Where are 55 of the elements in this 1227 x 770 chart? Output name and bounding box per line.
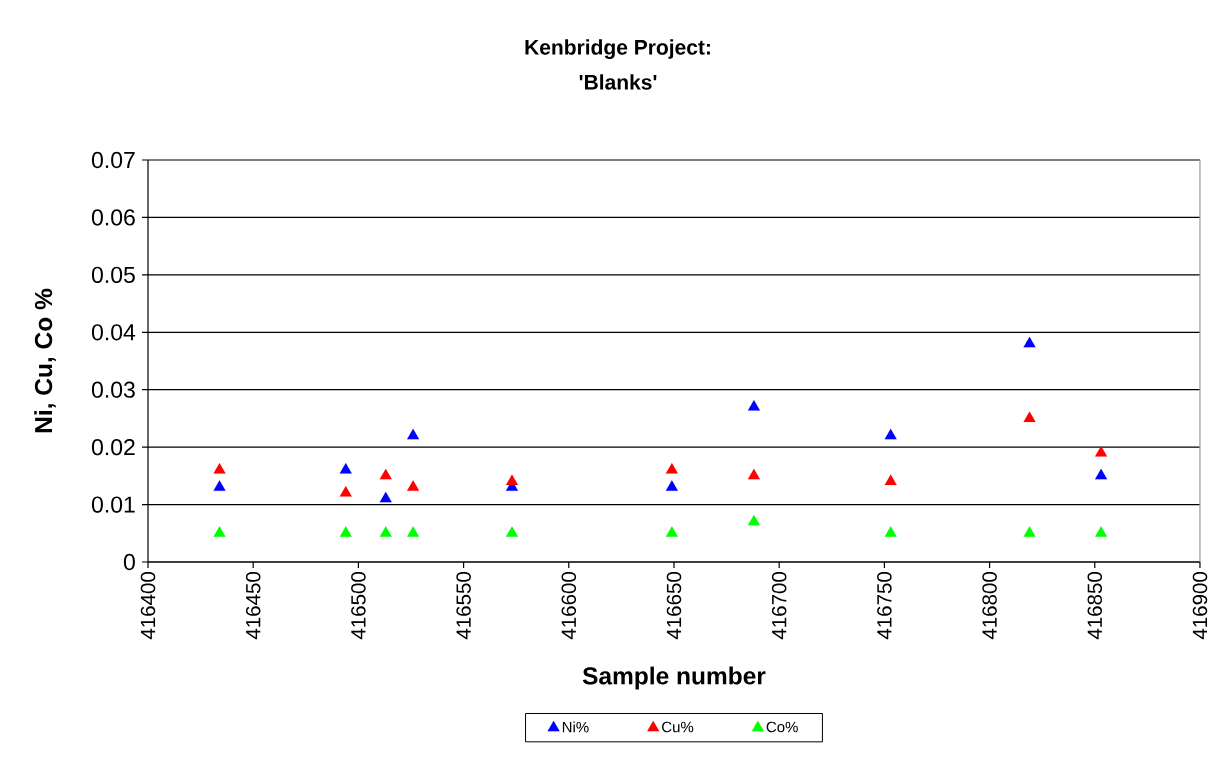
point bbox=[213, 526, 226, 537]
point bbox=[213, 480, 226, 491]
point bbox=[213, 463, 226, 474]
point bbox=[1094, 445, 1108, 457]
point bbox=[505, 526, 519, 537]
point bbox=[884, 474, 897, 486]
point bbox=[884, 428, 897, 440]
x-tick-label: 416500 bbox=[351, 572, 366, 640]
legend-label: Ni% bbox=[562, 721, 589, 733]
y-tick-label: 0.03 bbox=[91, 381, 135, 398]
point bbox=[406, 480, 420, 491]
x-axis-title: Sample number bbox=[582, 666, 766, 690]
legend-label: Cu% bbox=[662, 721, 694, 733]
point bbox=[406, 526, 420, 537]
x-tick-label: 416800 bbox=[982, 572, 997, 640]
y-axis-title: Ni, Cu, Co % bbox=[34, 288, 56, 433]
point bbox=[379, 468, 392, 480]
legend-label: Co% bbox=[766, 721, 798, 733]
y-tick-label: 0.02 bbox=[91, 439, 135, 456]
point bbox=[379, 526, 392, 537]
point bbox=[665, 480, 679, 491]
point bbox=[884, 526, 897, 537]
x-tick-label: 416600 bbox=[561, 572, 577, 640]
y-tick-label: 0.07 bbox=[91, 151, 135, 169]
point bbox=[406, 428, 420, 440]
point bbox=[1094, 526, 1108, 537]
y-tick-label: 0.04 bbox=[91, 324, 136, 341]
chart-subtitle: 'Blanks' bbox=[579, 74, 657, 90]
y-tick-label: 0.05 bbox=[91, 266, 135, 283]
point bbox=[747, 514, 761, 526]
point bbox=[665, 526, 679, 537]
point bbox=[339, 486, 352, 497]
point bbox=[379, 491, 392, 503]
point bbox=[505, 474, 519, 486]
point bbox=[339, 463, 352, 474]
point bbox=[1023, 526, 1036, 537]
y-tick-label: 0 bbox=[123, 553, 135, 571]
y-tick-label: 0.06 bbox=[91, 209, 135, 226]
point bbox=[747, 468, 761, 480]
point bbox=[665, 463, 679, 474]
x-tick-label: 416650 bbox=[666, 572, 682, 640]
x-tick-label: 416850 bbox=[1087, 572, 1103, 640]
point bbox=[1094, 468, 1108, 480]
x-tick-label: 416450 bbox=[245, 572, 261, 640]
point bbox=[339, 526, 352, 537]
chart-title: Kenbridge Project: bbox=[525, 39, 710, 59]
x-tick-label: 416700 bbox=[771, 572, 787, 640]
x-tick-label: 416900 bbox=[1192, 572, 1208, 640]
x-tick-label: 416400 bbox=[140, 572, 156, 640]
point bbox=[747, 399, 761, 411]
x-tick-label: 416750 bbox=[877, 572, 892, 640]
x-tick-label: 416550 bbox=[456, 572, 471, 640]
point bbox=[1023, 336, 1036, 348]
y-tick-label: 0.01 bbox=[91, 496, 135, 513]
point bbox=[1023, 411, 1036, 422]
